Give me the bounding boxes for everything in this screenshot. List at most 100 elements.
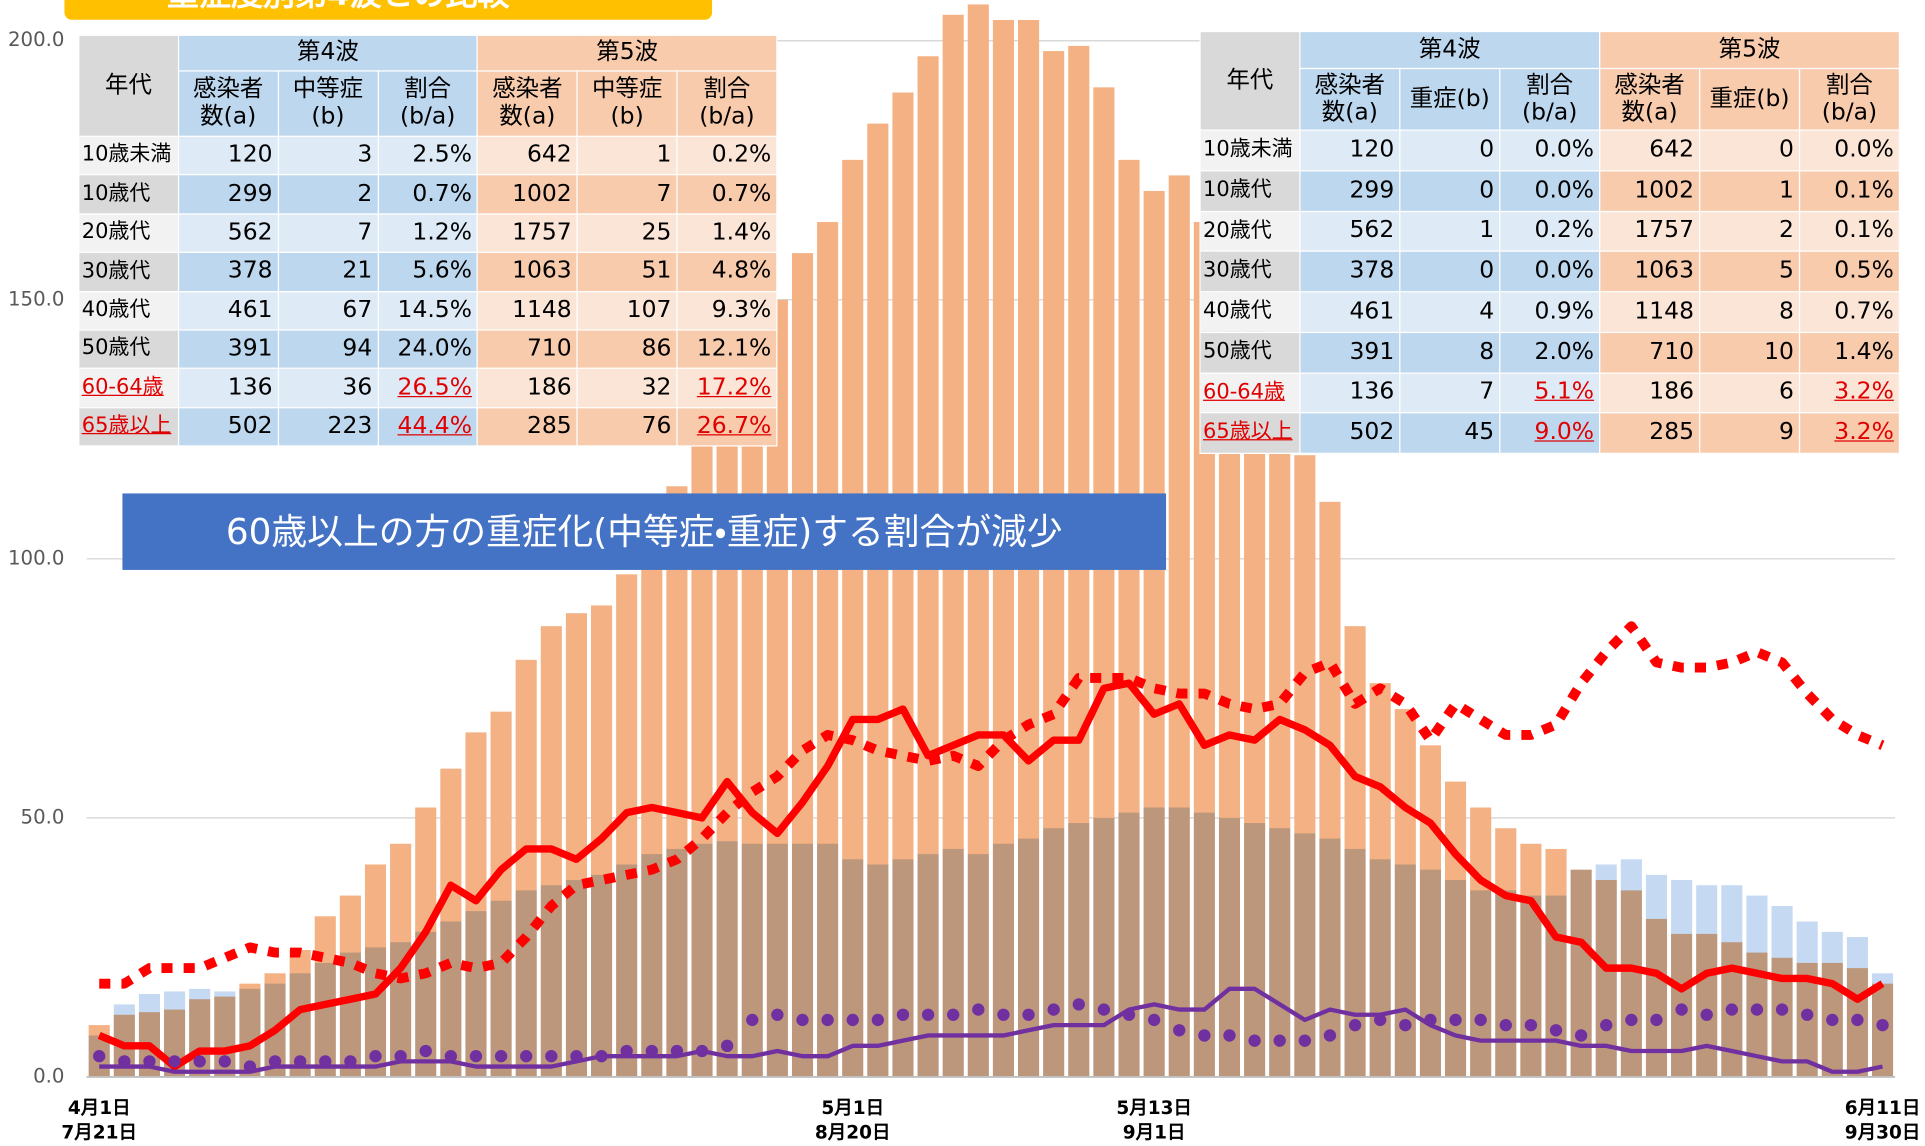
wave4-header: 第4波 (177, 34, 479, 72)
column-header: 中等症 (b) (576, 70, 678, 137)
wave5-header: 第5波 (476, 34, 778, 72)
age-cell: 50歳代 (78, 329, 179, 370)
value-cell: 0.1% (1798, 210, 1901, 252)
bar (239, 988, 261, 1077)
bar (842, 159, 864, 1077)
bar (1168, 807, 1190, 1077)
dot (293, 1055, 307, 1068)
value-cell: 107 (576, 290, 678, 331)
column-header: 割合 (b/a) (676, 70, 778, 137)
table-row: 60-64歳 136 36 26.5% 186 32 17.2% (78, 367, 778, 408)
value-cell: 5.6% (377, 251, 479, 292)
value-cell: 120 (177, 135, 279, 176)
age-cell: 65歳以上 (78, 406, 179, 447)
age-cell: 10歳未満 (78, 135, 179, 176)
bar (1394, 864, 1416, 1077)
value-cell: 0.9% (1499, 291, 1601, 333)
labels: 0.0 50.0 100.0 150.0 200.0 4月1日 5月1日 5月13日 6月11日… (8, 28, 1920, 1143)
dot (1750, 1003, 1764, 1016)
dot (1725, 1003, 1738, 1016)
value-cell: 32 (576, 367, 678, 408)
dot (1449, 1013, 1462, 1027)
value-cell: 1 (576, 135, 678, 176)
bar (1570, 869, 1592, 1077)
column-header: 重症(b) (1698, 67, 1801, 131)
dot (1474, 1013, 1487, 1027)
bar (1118, 812, 1140, 1077)
dot (1298, 1034, 1312, 1047)
bar (1721, 885, 1743, 1077)
value-cell: 0.7% (1798, 291, 1901, 333)
age-cell: 50歳代 (1199, 331, 1301, 374)
value-cell: 223 (277, 406, 379, 447)
data-table: 年代 第4波 第5波 感染者 数(a) 中等症 (b) 割合 (b/a) 感染者 数(a) 中… (78, 34, 778, 447)
age-cell: 10歳未満 (1199, 129, 1301, 172)
value-cell: 1148 (1599, 291, 1701, 333)
value-cell: 391 (177, 329, 279, 370)
dot (871, 1013, 885, 1027)
dot (1775, 1003, 1789, 1016)
dot (746, 1013, 759, 1027)
dot (1801, 1008, 1814, 1021)
bar (741, 843, 763, 1077)
dot (1374, 1013, 1387, 1027)
dot (494, 1050, 508, 1063)
value-cell: 1063 (476, 251, 578, 292)
value-cell: 67 (277, 290, 379, 331)
value-cell: 1148 (476, 290, 578, 331)
bar (1796, 921, 1818, 1077)
value-cell: 0.2% (1499, 210, 1601, 252)
x-tick-label: 9月30日 (1845, 1123, 1921, 1144)
dot (1499, 1018, 1512, 1032)
dot (595, 1050, 608, 1063)
bar (867, 864, 889, 1077)
bar (138, 994, 160, 1077)
dot (193, 1055, 206, 1068)
age-cell: 10歳代 (1199, 169, 1301, 212)
bar (1495, 890, 1517, 1077)
value-cell: 14.5% (377, 290, 479, 331)
dot (670, 1044, 684, 1058)
dot (1047, 1003, 1060, 1016)
value-cell: 17.2% (676, 367, 778, 408)
table-row: 30歳代 378 0 0.0% 1063 5 0.5% (1199, 250, 1901, 293)
bar (1244, 823, 1266, 1077)
value-cell: 26.7% (676, 406, 778, 447)
value-cell: 7 (1399, 371, 1501, 414)
bar (892, 859, 914, 1077)
column-header: 感染者 数(a) (1299, 67, 1401, 131)
value-cell: 1 (1698, 169, 1801, 212)
value-cell: 3 (277, 135, 379, 176)
value-cell: 502 (1299, 412, 1401, 454)
bar (1319, 838, 1341, 1077)
value-cell: 1 (1399, 210, 1501, 252)
value-cell: 562 (1299, 210, 1401, 252)
lines (93, 621, 1889, 1074)
bar (1419, 869, 1441, 1077)
value-cell: 2.5% (377, 135, 479, 176)
dot (118, 1055, 131, 1068)
dot (972, 1003, 985, 1016)
value-cell: 26.5% (377, 367, 479, 408)
bar (817, 843, 839, 1077)
dot (1072, 998, 1085, 1011)
value-cell: 285 (476, 406, 578, 447)
bar (490, 900, 512, 1077)
dot (947, 1008, 960, 1021)
value-cell: 299 (1299, 169, 1401, 212)
dot (268, 1055, 282, 1068)
dot (143, 1055, 156, 1068)
bar (164, 991, 186, 1077)
dot (1223, 1029, 1236, 1042)
value-cell: 3.2% (1798, 371, 1901, 414)
bar (214, 991, 236, 1077)
bar (364, 947, 387, 1077)
age-cell: 40歳代 (78, 290, 179, 331)
value-cell: 5.1% (1499, 371, 1601, 414)
value-cell: 6 (1698, 371, 1801, 414)
dot (997, 1008, 1010, 1021)
bar (716, 841, 738, 1077)
